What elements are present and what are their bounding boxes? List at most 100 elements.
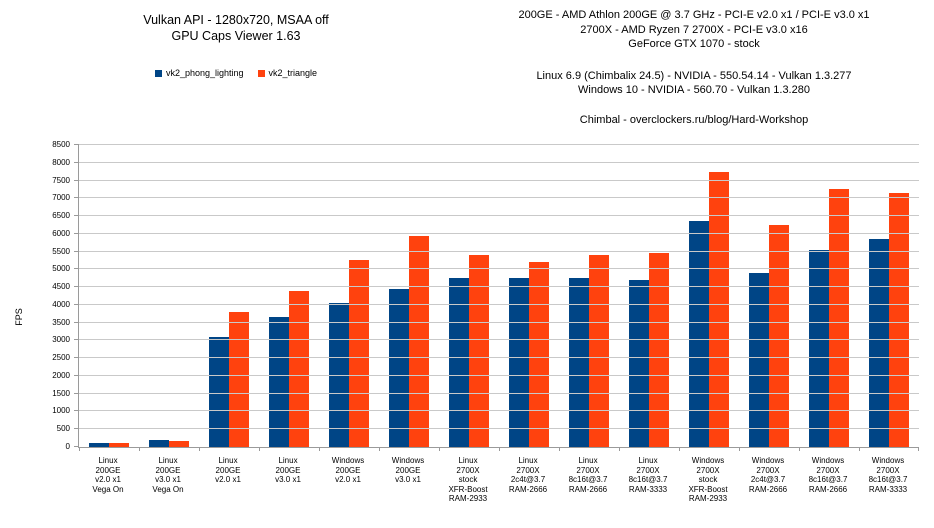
bar-group <box>379 145 439 447</box>
bar-vk2_triangle <box>109 443 129 447</box>
driver-info-line: Windows 10 - NVIDIA - 560.70 - Vulkan 1.… <box>578 84 810 96</box>
bar-vk2_triangle <box>409 235 429 447</box>
gridline-6000 <box>79 232 919 234</box>
legend-swatch-icon <box>257 69 265 77</box>
x-axis-tick <box>379 447 380 451</box>
y-axis-tick <box>74 321 79 323</box>
legend-label: vk2_triangle <box>268 68 318 78</box>
y-axis-tick <box>74 215 79 217</box>
bar-vk2_triangle <box>529 262 549 447</box>
hardware-info-line: GeForce GTX 1070 - stock <box>628 38 760 50</box>
y-tick-label-1500: 1500 <box>52 388 70 398</box>
y-tick-label-7000: 7000 <box>52 193 70 203</box>
y-tick-label-5500: 5500 <box>52 246 70 256</box>
system-info: 200GE - AMD Athlon 200GE @ 3.7 GHz - PCI… <box>458 8 930 127</box>
x-category-label: Linux 2700X 8c16t@3.7 RAM-3333 <box>628 456 668 494</box>
bar-group <box>499 145 559 447</box>
bar-group <box>679 145 739 447</box>
bar-group <box>139 145 199 447</box>
bar-vk2_phong_lighting <box>689 221 709 447</box>
bar-vk2_triangle <box>649 253 669 447</box>
gridline-3000 <box>79 339 919 341</box>
y-axis-tick <box>74 179 79 181</box>
y-tick-label-6500: 6500 <box>52 211 70 221</box>
x-category-label: Linux 2700X stock XFR-Boost RAM-2933 <box>448 456 488 503</box>
x-category-label: Linux 2700X 2c4t@3.7 RAM-2666 <box>508 456 548 494</box>
y-axis-tick <box>74 268 79 270</box>
bar-group <box>799 145 859 447</box>
y-tick-label-2500: 2500 <box>52 353 70 363</box>
driver-info-line: Linux 6.9 (Chimbalix 24.5) - NVIDIA - 55… <box>536 69 852 82</box>
x-axis-tick <box>139 447 140 451</box>
bar-vk2_phong_lighting <box>749 272 769 447</box>
x-axis-tick <box>439 447 440 451</box>
y-axis-tick <box>74 357 79 359</box>
gridline-5000 <box>79 268 919 270</box>
chart-legend: vk2_phong_lighting vk2_triangle <box>40 68 432 78</box>
gridline-7500 <box>79 179 919 181</box>
bar-vk2_phong_lighting <box>149 440 169 447</box>
gridline-5500 <box>79 250 919 252</box>
y-tick-label-0: 0 <box>65 442 70 451</box>
gridline-3500 <box>79 321 919 323</box>
y-axis-tick <box>74 161 79 163</box>
x-axis-tick <box>619 447 620 451</box>
x-axis-tick <box>259 447 260 451</box>
x-axis-tick <box>499 447 500 451</box>
chart-title: Vulkan API - 1280x720, MSAA off GPU Caps… <box>40 12 432 44</box>
y-tick-label-7500: 7500 <box>52 175 70 185</box>
x-category-label: Linux 2700X 8c16t@3.7 RAM-2666 <box>568 456 608 494</box>
y-axis-tick <box>74 428 79 430</box>
gridline-2000 <box>79 374 919 376</box>
chart-title-line2: GPU Caps Viewer 1.63 <box>171 29 301 43</box>
x-axis-tick <box>679 447 680 451</box>
gridline-8000 <box>79 161 919 163</box>
y-tick-label-4000: 4000 <box>52 299 70 309</box>
x-axis-tick <box>918 447 919 451</box>
bar-vk2_phong_lighting <box>269 317 289 447</box>
bar-vk2_triangle <box>289 290 309 447</box>
x-category-label: Windows 2700X 8c16t@3.7 RAM-3333 <box>868 456 908 494</box>
y-tick-label-1000: 1000 <box>52 406 70 416</box>
x-category-label: Windows 2700X 8c16t@3.7 RAM-2666 <box>808 456 848 494</box>
gridline-1500 <box>79 392 919 394</box>
y-axis-tick <box>74 197 79 199</box>
bar-vk2_phong_lighting <box>449 278 469 447</box>
bar-vk2_phong_lighting <box>209 336 229 447</box>
y-tick-label-3000: 3000 <box>52 335 70 345</box>
gridline-7000 <box>79 197 919 199</box>
gridline-1000 <box>79 410 919 412</box>
bar-vk2_triangle <box>769 224 789 447</box>
x-axis-category-labels: Linux 200GE v2.0 x1 Vega On Linux 200GE v… <box>78 456 918 504</box>
gridline-8500 <box>79 144 919 145</box>
x-axis-tick <box>859 447 860 451</box>
bar-vk2_phong_lighting <box>809 249 829 447</box>
bar-vk2_phong_lighting <box>389 288 409 447</box>
x-category-label: Windows 200GE v3.0 x1 <box>391 456 425 484</box>
bar-group <box>739 145 799 447</box>
x-category-label: Linux 200GE v3.0 x1 <box>275 456 301 484</box>
gridline-4000 <box>79 303 919 305</box>
y-axis-tick <box>74 410 79 412</box>
bar-vk2_triangle <box>709 171 729 447</box>
legend-item-vk2_phong_lighting: vk2_phong_lighting <box>154 68 244 78</box>
bar-group <box>559 145 619 447</box>
hardware-info-line: 2700X - AMD Ryzen 7 2700X - PCI-E v3.0 x… <box>580 23 808 36</box>
y-tick-label-8500: 8500 <box>52 140 70 149</box>
gridline-2500 <box>79 357 919 359</box>
bar-vk2_triangle <box>169 440 189 447</box>
x-category-label: Windows 200GE v2.0 x1 <box>331 456 365 484</box>
gridline-500 <box>79 428 919 430</box>
y-tick-label-3500: 3500 <box>52 317 70 327</box>
y-tick-label-8000: 8000 <box>52 157 70 167</box>
x-axis-tick <box>739 447 740 451</box>
bar-vk2_triangle <box>229 312 249 447</box>
y-axis-tick <box>74 144 79 145</box>
x-axis-tick <box>79 447 80 451</box>
bar-group <box>319 145 379 447</box>
legend-label: vk2_phong_lighting <box>165 68 244 78</box>
bar-vk2_phong_lighting <box>869 239 889 447</box>
y-tick-label-500: 500 <box>56 424 70 434</box>
y-axis-tick <box>74 339 79 341</box>
y-axis-tick <box>74 303 79 305</box>
